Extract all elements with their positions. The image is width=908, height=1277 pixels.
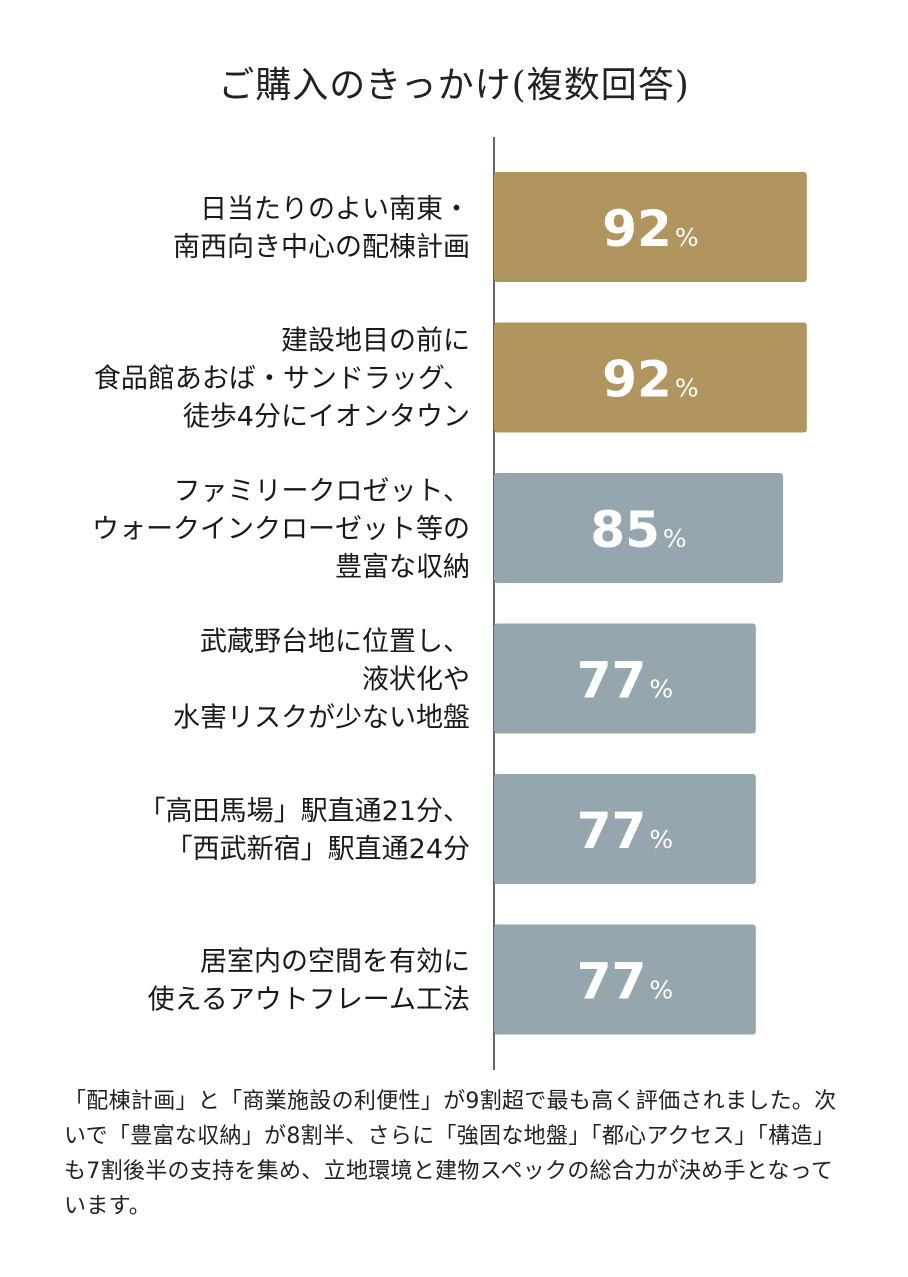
category-label: 建設地目の前に食品館あおば・サンドラッグ、徒歩4分にイオンタウン <box>94 326 470 433</box>
bar <box>494 473 783 583</box>
category-label: ファミリークロゼット、ウォークインクローゼット等の豊富な収納 <box>92 476 470 583</box>
category-label: 「高田馬場」駅直通21分、「西武新宿」駅直通24分 <box>139 796 470 865</box>
chart-title: ご購入のきっかけ(複数回答) <box>218 65 690 106</box>
bar-value-label: 85% <box>590 501 686 559</box>
bar <box>494 172 807 282</box>
bar-value-label: 77% <box>577 802 673 860</box>
bar <box>494 924 756 1035</box>
bar <box>494 774 756 884</box>
bar <box>494 322 807 433</box>
category-label: 武蔵野台地に位置し、液状化や水害リスクが少ない地盤 <box>173 627 470 734</box>
bar-value-label: 77% <box>577 652 673 710</box>
bar <box>494 623 756 734</box>
bar-value-label: 92% <box>602 351 698 409</box>
category-label: 日当たりのよい南東・南西向き中心の配棟計画 <box>173 194 470 263</box>
category-label: 居室内の空間を有効に使えるアウトフレーム工法 <box>148 947 470 1016</box>
chart-caption: 「配棟計画」と「商業施設の利便性」が9割超で最も高く評価されました。次いで「豊富… <box>64 1089 837 1219</box>
bar-value-label: 92% <box>602 200 698 258</box>
bar-value-label: 77% <box>577 953 673 1011</box>
